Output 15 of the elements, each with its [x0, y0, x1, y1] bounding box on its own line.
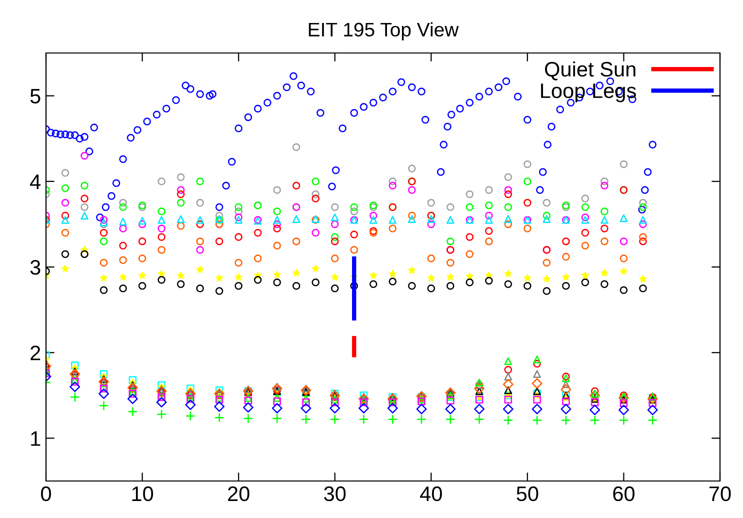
chart-title: EIT 195 Top View: [308, 22, 459, 40]
x-tick-label: 70: [709, 486, 731, 502]
x-tick-label: 60: [613, 486, 634, 502]
legend-label: Quiet Sun: [545, 61, 636, 80]
x-tick-label: 20: [228, 486, 250, 502]
x-tick-label: 50: [516, 486, 538, 502]
x-tick-label: 40: [420, 486, 442, 502]
x-tick-label: 10: [132, 486, 154, 502]
y-tick-label: 4: [30, 174, 41, 189]
y-tick-label: 1: [31, 431, 40, 446]
x-tick-label: 30: [324, 486, 346, 502]
x-tick-label: 0: [41, 486, 51, 502]
y-tick-label: 3: [30, 260, 40, 275]
y-tick-label: 2: [30, 346, 40, 360]
y-tick-label: 5: [30, 89, 40, 104]
